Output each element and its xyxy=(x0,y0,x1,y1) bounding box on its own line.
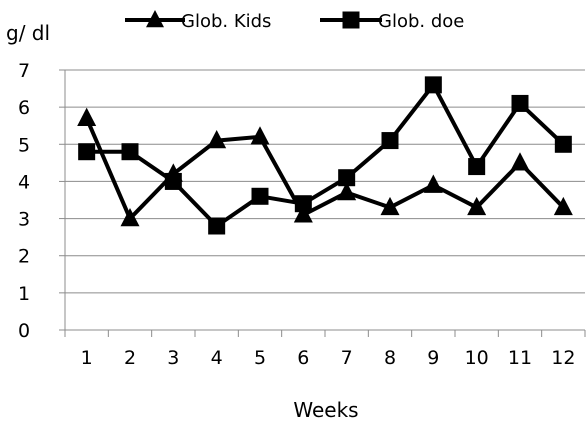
legend-marker-triangle xyxy=(146,9,164,28)
legend-item: Glob. Kids xyxy=(125,9,271,32)
x-tick-label: 12 xyxy=(551,347,575,369)
x-tick-labels: 1 2 3 4 5 6 7 8 9 10 11 12 xyxy=(81,347,576,369)
data-point-square xyxy=(468,158,486,176)
data-point-square xyxy=(381,132,399,150)
data-point-triangle xyxy=(337,181,357,201)
data-point-square xyxy=(511,94,529,112)
x-tick-label: 3 xyxy=(167,347,179,369)
y-tick-label: 2 xyxy=(18,246,30,268)
data-point-square xyxy=(164,172,182,190)
x-tick-label: 8 xyxy=(384,347,396,369)
data-point-square xyxy=(208,217,226,235)
x-tick-label: 1 xyxy=(81,347,93,369)
data-point-square xyxy=(251,187,269,205)
series xyxy=(77,76,573,235)
y-tick-label: 7 xyxy=(18,60,30,82)
data-point-triangle xyxy=(250,126,270,145)
data-point-square xyxy=(554,135,572,153)
y-tick-label: 1 xyxy=(18,283,30,305)
legend-label: Glob. Kids xyxy=(181,11,271,32)
y-tick-label: 4 xyxy=(18,171,30,193)
x-tick-label: 2 xyxy=(124,347,136,369)
y-tick-label: 6 xyxy=(18,97,30,119)
x-tick-label: 5 xyxy=(254,347,266,369)
data-point-square xyxy=(424,76,442,94)
legend-marker-square xyxy=(342,11,360,29)
x-tick-label: 4 xyxy=(211,347,223,369)
legend-label: Glob. doe xyxy=(378,11,464,32)
data-point-triangle xyxy=(467,196,487,216)
data-point-triangle xyxy=(553,196,573,216)
legend-item: Glob. doe xyxy=(320,11,464,32)
y-tick-label: 3 xyxy=(18,209,30,231)
x-tick-label: 6 xyxy=(297,347,309,369)
series-line xyxy=(84,117,565,221)
legend: Glob. Kids Glob. doe xyxy=(125,9,464,32)
x-tick-label: 10 xyxy=(465,347,489,369)
data-point-triangle xyxy=(207,129,227,149)
x-axis-label: Weeks xyxy=(293,398,358,422)
data-point-square xyxy=(121,143,139,161)
data-point-square xyxy=(338,169,356,187)
x-tick-label: 7 xyxy=(341,347,353,369)
x-tick-label: 11 xyxy=(508,347,532,369)
gridlines xyxy=(65,69,585,294)
data-point-triangle xyxy=(380,196,400,216)
data-point-square xyxy=(78,143,96,161)
y-axis-label: g/ dl xyxy=(6,21,50,45)
data-point-triangle xyxy=(77,107,97,126)
data-point-triangle xyxy=(510,152,530,171)
data-point-triangle xyxy=(120,207,140,227)
series-2 xyxy=(78,76,572,235)
x-tick-label: 9 xyxy=(427,347,439,369)
y-tick-labels: 0 1 2 3 4 5 6 7 xyxy=(18,60,30,342)
data-point-triangle xyxy=(423,174,443,193)
y-tick-label: 5 xyxy=(18,134,30,156)
axes xyxy=(59,69,586,337)
y-tick-label: 0 xyxy=(18,320,30,342)
data-point-triangle xyxy=(293,204,313,223)
data-point-square xyxy=(294,195,312,213)
